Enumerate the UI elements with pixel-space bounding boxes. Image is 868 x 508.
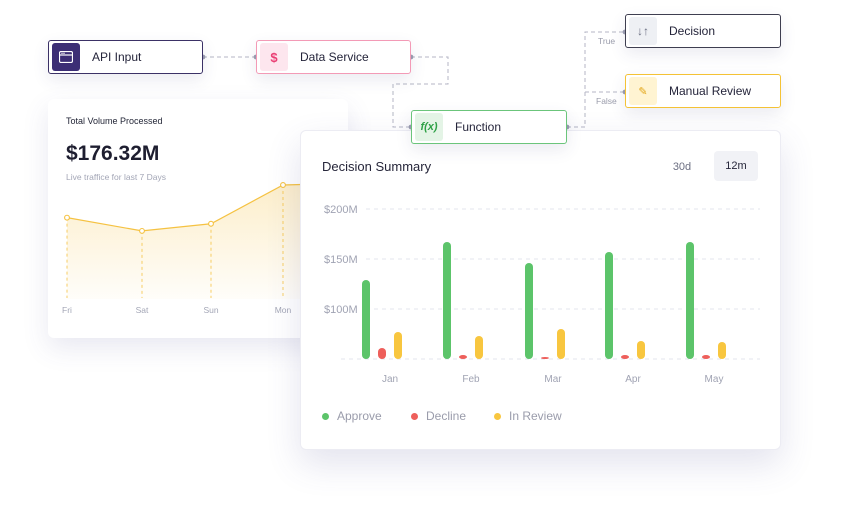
pencil-icon: ✎	[629, 77, 657, 105]
bar-decline	[621, 355, 629, 359]
y-tick-label: $100M	[324, 304, 358, 316]
data-service-node[interactable]: $ Data Service	[256, 40, 411, 74]
legend-decline[interactable]: Decline	[411, 409, 466, 423]
volume-point	[139, 227, 145, 234]
connector-function-decision	[567, 31, 625, 128]
bar-approve	[362, 280, 370, 359]
bar-in-review	[557, 329, 565, 359]
bar-decline	[459, 355, 467, 359]
approve-dot-icon	[322, 412, 329, 420]
summary-title: Decision Summary	[322, 159, 432, 174]
bar-decline	[702, 355, 710, 359]
volume-title: Total Volume Processed	[66, 116, 163, 126]
legend-approve[interactable]: Approve	[322, 409, 382, 423]
volume-point	[280, 182, 286, 188]
volume-x-tick: Fri	[62, 305, 72, 315]
volume-subtitle: Live traffice for last 7 Days	[66, 172, 166, 182]
bar-decline	[378, 348, 386, 359]
bar-decline	[541, 357, 549, 359]
review-dot-icon	[494, 412, 501, 420]
decision-summary-card: Decision Summary 30d 12m $200M $150M $100M…	[300, 130, 781, 450]
range-12m-button[interactable]: 12m	[714, 151, 758, 181]
volume-x-tick: Mon	[275, 305, 292, 315]
x-tick-label: Jan	[382, 374, 398, 385]
decision-node[interactable]: ↓↑ Decision	[625, 14, 781, 48]
x-tick-label: Mar	[544, 374, 562, 385]
legend-decline-label: Decline	[426, 409, 467, 423]
volume-point	[64, 214, 70, 221]
api-input-label: API Input	[92, 50, 142, 64]
sort-arrows-icon: ↓↑	[629, 17, 657, 45]
manual-review-node[interactable]: ✎ Manual Review	[625, 74, 781, 108]
bar-in-review	[475, 336, 483, 359]
volume-card: Total Volume Processed $176.32M Live tra…	[48, 99, 348, 338]
volume-x-tick: Sat	[136, 305, 149, 315]
legend-review[interactable]: In Review	[494, 409, 562, 423]
decision-label: Decision	[669, 24, 716, 38]
volume-point	[208, 220, 214, 227]
y-tick-label: $200M	[324, 204, 358, 216]
legend-review-label: In Review	[509, 409, 562, 423]
bar-approve	[443, 242, 451, 359]
x-tick-label: Apr	[625, 374, 641, 385]
y-tick-label: $150M	[324, 254, 358, 266]
function-icon: f(x)	[415, 113, 443, 141]
range-30d-button[interactable]: 30d	[672, 161, 692, 173]
decision-bar-chart: $200M $150M $100M Jan Feb Mar Apr May	[324, 204, 760, 385]
data-service-label: Data Service	[300, 50, 369, 64]
bar-in-review	[394, 332, 402, 359]
bar-approve	[686, 242, 694, 359]
function-label: Function	[455, 120, 502, 134]
bar-in-review	[718, 342, 726, 359]
bar-approve	[525, 263, 533, 359]
dollar-icon: $	[260, 43, 288, 71]
api-input-node[interactable]: API Input	[48, 40, 203, 74]
browser-window-icon	[52, 43, 80, 71]
decline-dot-icon	[411, 412, 418, 420]
bar-approve	[605, 252, 613, 359]
bar-in-review	[637, 341, 645, 359]
legend-approve-label: Approve	[337, 409, 382, 423]
function-node[interactable]: f(x) Function	[411, 110, 567, 144]
volume-area-fill	[67, 183, 348, 299]
manual-review-label: Manual Review	[669, 84, 752, 98]
volume-x-tick: Sun	[203, 305, 218, 315]
branch-true-label: True	[598, 36, 616, 46]
branch-false-label: False	[596, 96, 617, 106]
x-tick-label: May	[705, 374, 724, 385]
volume-amount: $176.32M	[66, 142, 160, 165]
x-tick-label: Feb	[462, 374, 480, 385]
